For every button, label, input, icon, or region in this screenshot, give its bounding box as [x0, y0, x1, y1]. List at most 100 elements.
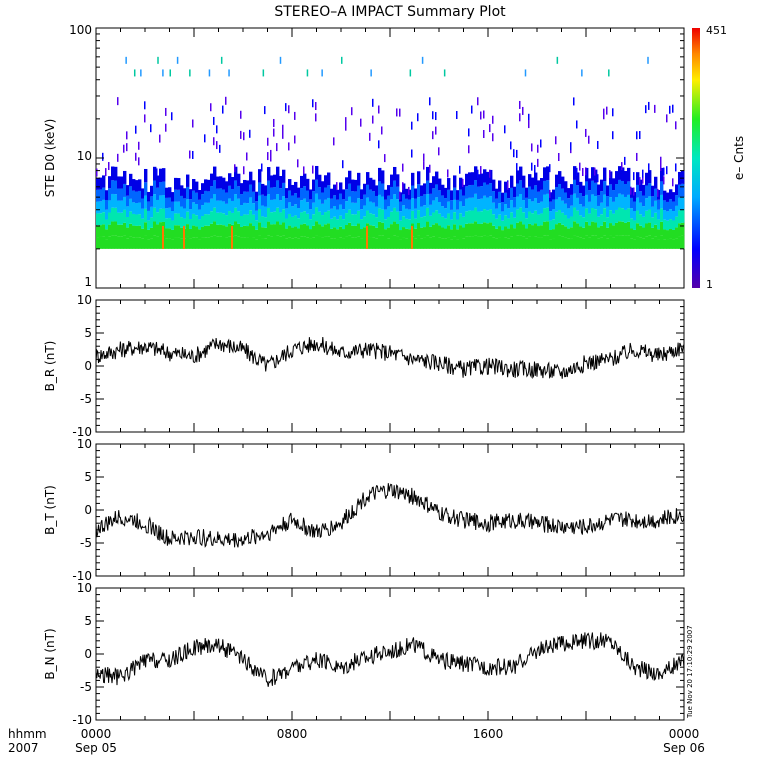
spectrogram-cell	[675, 216, 679, 228]
spectrogram-cell	[414, 238, 418, 249]
spectrogram-cell	[468, 210, 472, 224]
spectrogram-cell	[576, 223, 580, 237]
spectrogram-hit	[524, 69, 527, 77]
spectrogram-cell	[675, 227, 679, 239]
spectrogram-cell	[213, 207, 217, 222]
spectrogram-cell	[423, 183, 427, 195]
spectrogram-hit	[213, 137, 215, 146]
spectrogram-cell	[537, 226, 541, 238]
spectrogram-cell	[576, 185, 580, 198]
spectrogram-cell	[114, 221, 118, 236]
spectrogram-hit	[384, 154, 386, 163]
spectrogram-hit	[423, 153, 425, 162]
spectrogram-cell	[144, 182, 148, 196]
ytick-label: 5	[84, 326, 92, 340]
spectrogram-cell	[324, 224, 328, 237]
spectrogram-cell	[486, 223, 490, 237]
spectrogram-cell	[195, 181, 199, 193]
spectrogram-hit	[531, 143, 533, 152]
spectrogram-cell	[498, 237, 502, 249]
spectrogram-cell	[96, 177, 100, 190]
spectrogram-cell	[444, 198, 448, 209]
spectrogram-cell	[456, 209, 460, 220]
spectrogram-cell	[618, 221, 622, 236]
spectrogram-cell	[369, 189, 373, 202]
spectrogram-cell	[465, 198, 469, 212]
spectrogram-cell	[378, 181, 382, 195]
spectrogram-cell	[414, 228, 418, 239]
spectrogram-cell	[237, 186, 241, 199]
spectrogram-cell	[111, 166, 115, 181]
spectrogram-cell	[372, 179, 376, 192]
spectrogram-hit	[516, 149, 518, 158]
spectrogram-cell	[168, 228, 172, 239]
spectrogram-cell	[360, 219, 364, 230]
spectrogram-cell	[315, 165, 319, 180]
spectrogram-cell	[126, 216, 130, 228]
spectrogram-cell	[333, 227, 337, 239]
spectrogram-cell	[633, 229, 637, 240]
spectrogram-cell	[141, 208, 145, 219]
spectrogram-cell	[681, 183, 685, 197]
spectrogram-cell	[564, 192, 568, 204]
spectrogram-cell	[276, 166, 280, 181]
spectrogram-cell	[171, 239, 175, 249]
spectrogram-cell	[534, 172, 538, 186]
spectrogram-cell	[552, 209, 556, 220]
spectrogram-cell	[435, 223, 439, 236]
spectrogram-hit	[189, 69, 191, 77]
spectrogram-cell	[231, 200, 235, 213]
spectrogram-cell	[105, 219, 109, 230]
spectrogram-cell	[240, 194, 244, 206]
spectrogram-cell	[561, 224, 565, 237]
spectrogram-cell	[360, 238, 364, 249]
spectrogram-cell	[213, 235, 217, 249]
spectrogram-hot-cell	[366, 225, 368, 249]
spectrogram-cell	[642, 216, 646, 228]
spectrogram-cell	[627, 221, 631, 236]
spectrogram-cell	[615, 222, 619, 236]
spectrogram-cell	[435, 197, 439, 211]
spectrogram-hit	[333, 137, 335, 146]
bt-ytick-labels: 10 5 0 -5 -10	[72, 437, 684, 583]
spectrogram-cell	[570, 238, 574, 249]
spectrogram-cell	[630, 218, 634, 229]
spectrogram-cell	[597, 227, 601, 239]
spectrogram-cell	[273, 174, 277, 188]
spectrogram-hit	[581, 69, 583, 77]
spectrogram-cell	[387, 216, 391, 228]
spectrogram-cell	[447, 225, 451, 238]
spectrogram-cell	[597, 238, 601, 249]
spectrogram-cell	[666, 211, 670, 221]
spectrogram-hit	[213, 116, 215, 125]
spectrogram-cell	[291, 227, 295, 239]
spectrogram-cell	[657, 239, 661, 249]
spectrogram-hit	[660, 156, 662, 165]
spectrogram-cell	[150, 227, 154, 239]
spectrogram-cell	[501, 202, 505, 212]
spectrogram-hit	[262, 69, 265, 77]
spectrogram-cell	[177, 201, 181, 214]
spectrogram-cell	[267, 207, 271, 222]
spectrogram-hit	[456, 111, 458, 120]
spectrogram-hit	[612, 131, 614, 140]
spectrogram-cell	[102, 224, 106, 237]
spectrogram-cell	[417, 184, 421, 198]
spectrogram-cell	[114, 166, 118, 181]
spectrogram-cell	[600, 202, 604, 215]
spectrogram-cell	[258, 222, 262, 236]
spectrogram-hit	[210, 103, 212, 112]
spectrogram-cell	[198, 199, 202, 210]
spectrogram-cell	[531, 225, 535, 237]
spectrogram-hit	[549, 189, 551, 198]
spectrogram-hit	[621, 162, 623, 171]
spectrogram-cell	[351, 179, 355, 192]
spectrogram-cell	[255, 239, 259, 249]
spectrogram-cell	[495, 218, 499, 229]
spectrogram-cell	[483, 235, 487, 249]
spectrogram-cell	[549, 230, 553, 240]
spectrogram-cell	[123, 170, 127, 184]
spectrogram-cell	[534, 185, 538, 199]
spectrogram-cell	[543, 167, 547, 181]
